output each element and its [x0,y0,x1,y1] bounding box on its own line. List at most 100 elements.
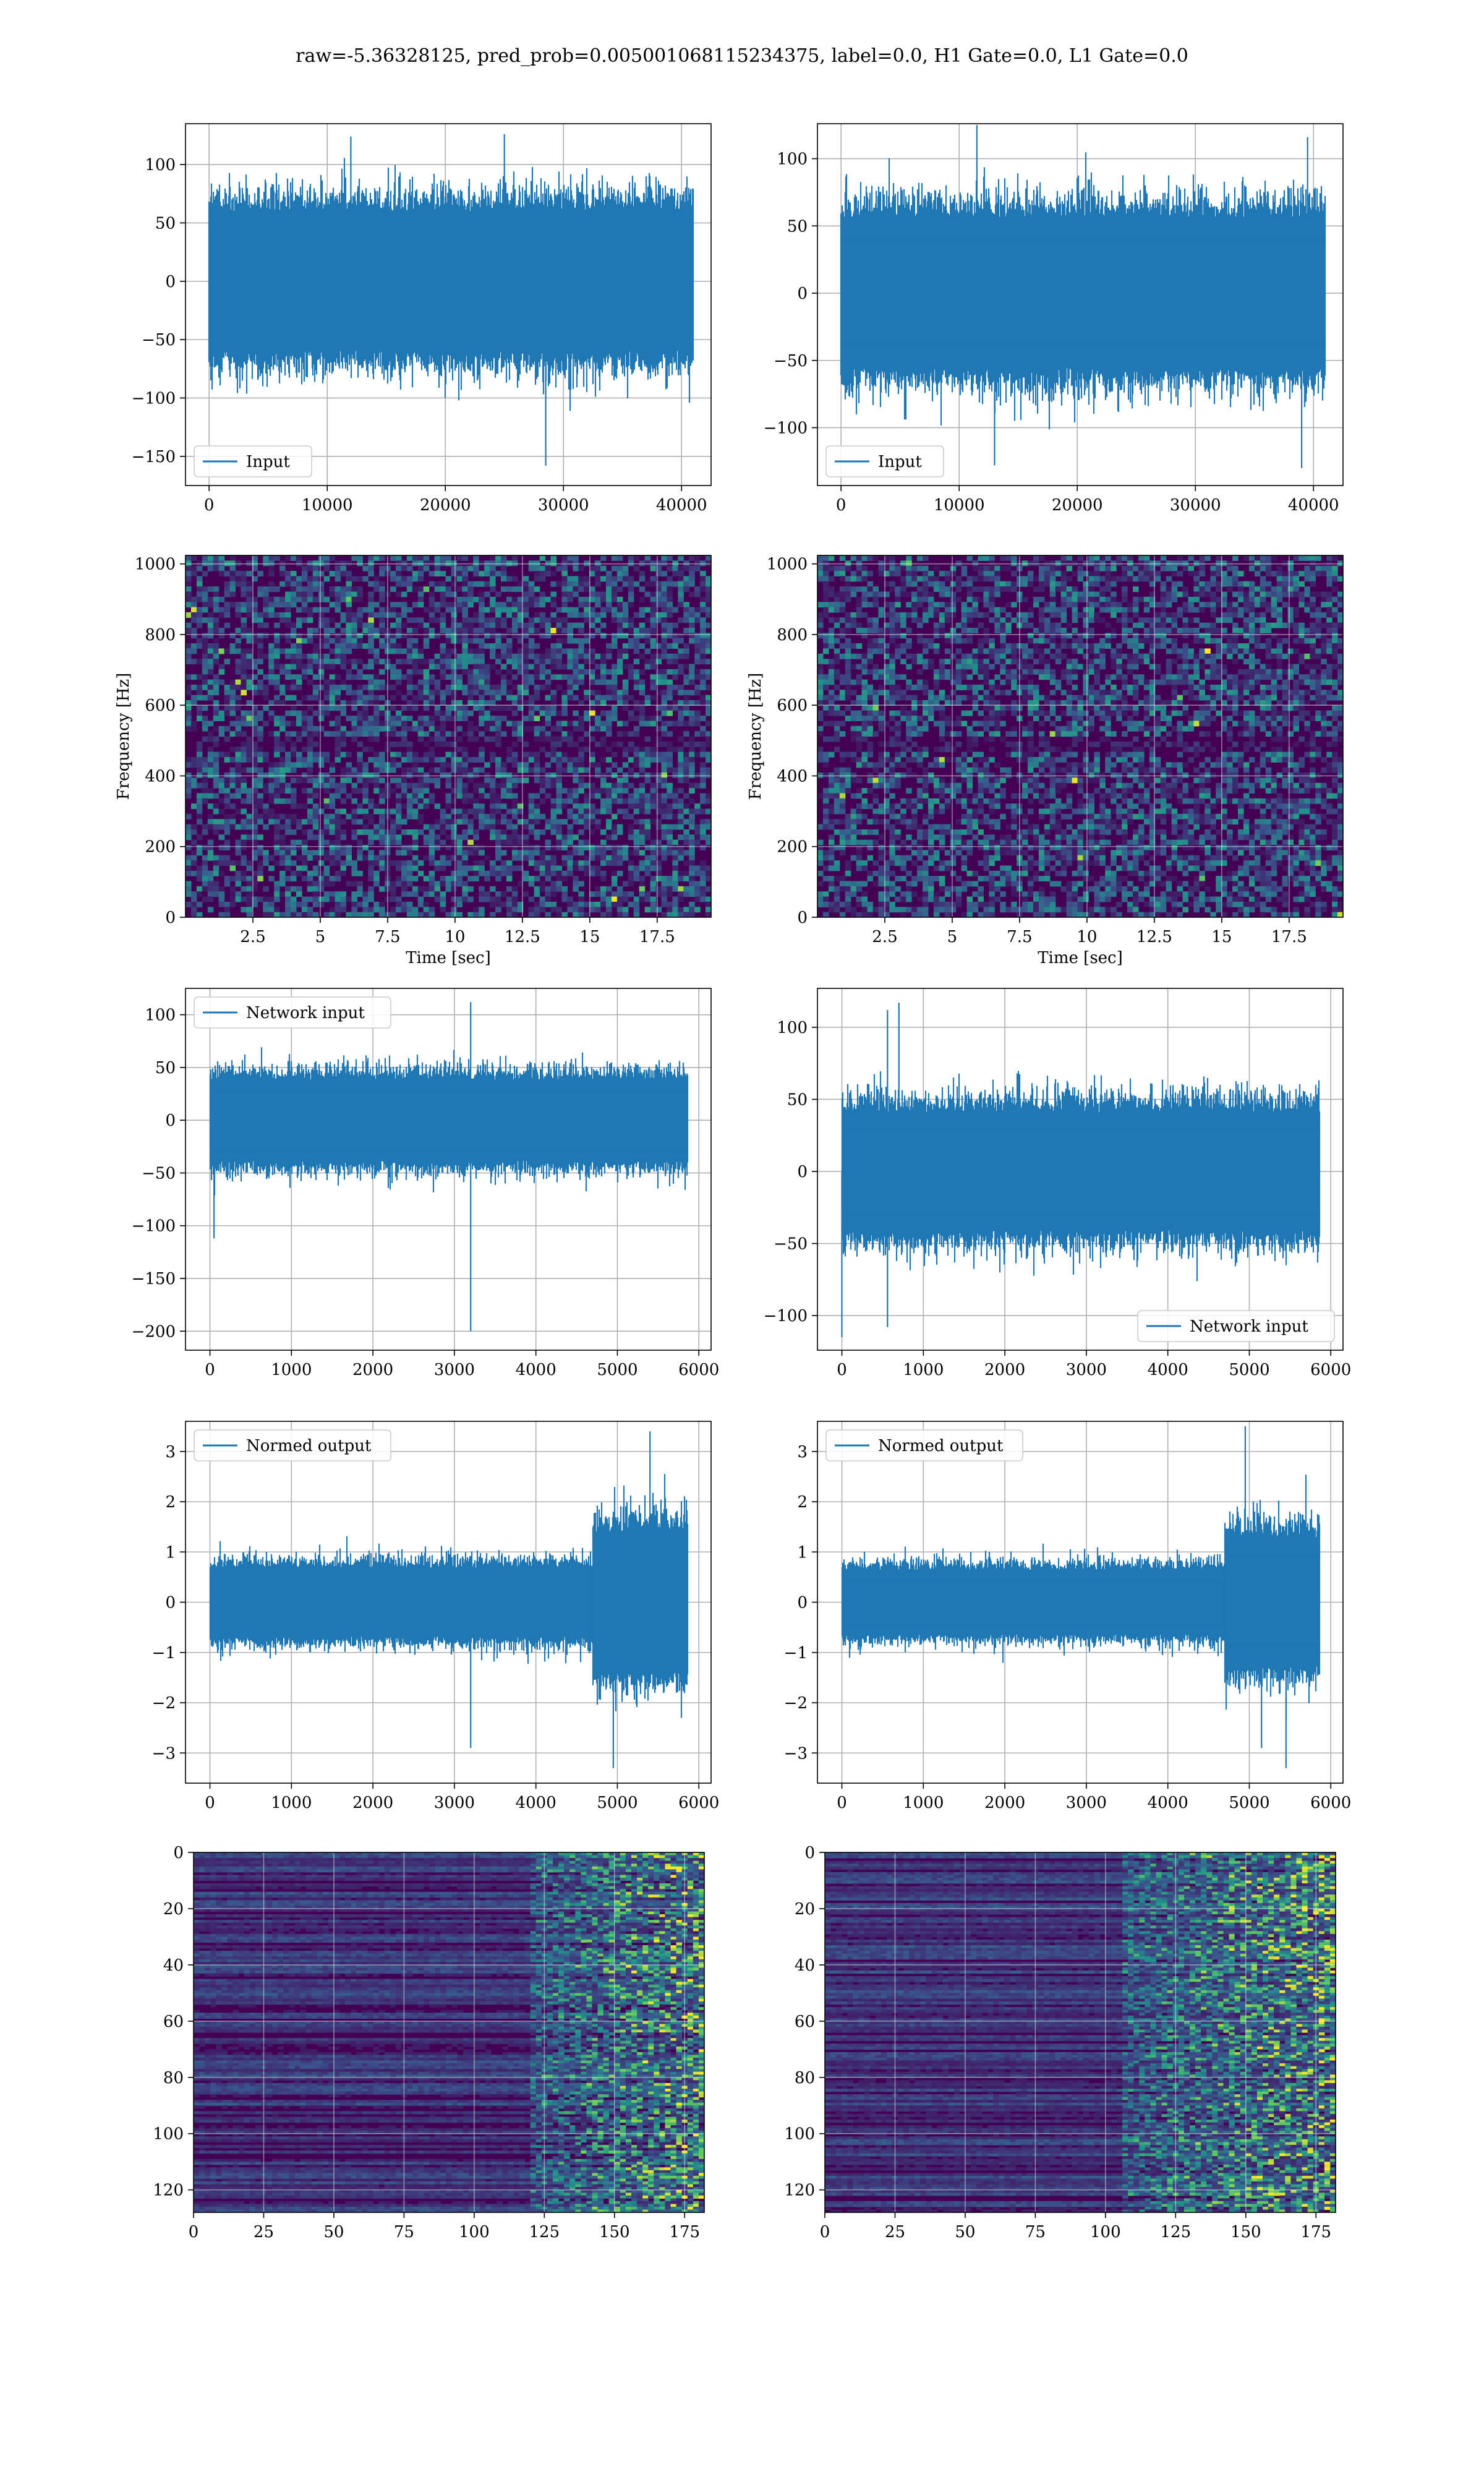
heatmap-cell [202,705,208,711]
heatmap-cell [445,628,452,633]
heatmap-cell [412,891,419,897]
heatmap-cell [396,560,402,567]
heatmap-cell [379,571,385,577]
heatmap-cell [678,845,684,850]
heatmap-cell [473,756,479,763]
heatmap-cell [856,829,863,835]
heatmap-cell [451,602,458,608]
heatmap-cell [346,617,352,623]
heatmap-cell [534,845,540,850]
heatmap-cell [396,762,402,768]
heatmap-cell [584,839,590,845]
heatmap-cell [368,555,374,561]
heatmap-cell [694,751,701,758]
heatmap-cell [235,845,242,850]
heatmap-cell [501,565,507,571]
heatmap-cell [445,819,452,825]
heatmap-cell [595,891,601,897]
heatmap-cell [467,684,474,690]
heatmap-cell [312,731,319,737]
heatmap-cell [822,773,829,778]
heatmap-cell [190,870,197,876]
heatmap-cell [584,690,590,696]
heatmap-cell [357,777,363,784]
heatmap-cell [856,803,863,810]
heatmap-cell [379,638,385,644]
heatmap-cell [550,664,557,670]
heatmap-cell [246,586,252,593]
heatmap-cell [578,819,584,825]
heatmap-cell [490,664,496,670]
heatmap-cell [462,596,468,602]
heatmap-cell [528,881,535,887]
heatmap-cell [889,901,895,907]
heatmap-cell [501,602,507,608]
heatmap-cell [385,591,391,597]
heatmap-cell [296,684,302,690]
heatmap-cell [522,876,529,882]
heatmap-cell [385,793,391,799]
heatmap-cell [368,829,374,835]
heatmap-cell [329,819,336,825]
heatmap-cell [856,896,863,902]
heatmap-cell [423,659,430,665]
heatmap-cell [434,607,441,613]
heatmap-cell [340,850,347,856]
heatmap-cell [379,788,385,794]
heatmap-cell [218,710,225,716]
heatmap-cell [484,669,490,675]
heatmap-cell [257,870,263,876]
heatmap-cell [340,648,347,654]
heatmap-cell [561,638,568,644]
heatmap-cell [822,808,829,815]
heatmap-cell [312,896,319,902]
heatmap-cell [196,756,203,763]
heatmap-cell [490,870,496,876]
heatmap-cell [633,555,640,561]
heatmap-cell [357,586,363,593]
heatmap-cell [196,803,203,810]
heatmap-cell [578,602,584,608]
heatmap-cell [440,860,446,867]
heatmap-cell [186,829,192,835]
heatmap-cell [817,839,824,845]
heatmap-cell [379,705,385,711]
heatmap-cell [224,710,231,716]
heatmap-cell [218,834,225,841]
heatmap-cell [252,633,258,639]
heatmap-cell [683,803,689,810]
heatmap-cell [484,664,490,670]
heatmap-cell [861,896,868,902]
heatmap-cell [241,628,247,633]
heatmap-cell [822,571,829,577]
heatmap-cell [479,793,485,799]
heatmap-cell [423,912,430,917]
heatmap-cell [828,860,835,867]
heatmap-cell [379,586,385,593]
heatmap-cell [672,824,678,830]
heatmap-cell [600,565,607,571]
heatmap-cell [655,586,662,593]
heatmap-cell [639,684,646,690]
heatmap-cell [667,659,673,665]
heatmap-cell [252,638,258,644]
heatmap-cell [706,819,711,825]
heatmap-cell [218,612,225,618]
heatmap-cell [501,586,507,593]
heatmap-cell [556,881,563,887]
heatmap-cell [285,555,291,561]
heatmap-cell [828,586,835,593]
heatmap-cell [878,876,884,882]
heatmap-cell [506,638,513,644]
heatmap-cell [268,664,275,670]
heatmap-cell [329,591,336,597]
heatmap-cell [895,622,901,628]
heatmap-cell [390,571,396,577]
heatmap-cell [845,788,851,794]
heatmap-cell [567,555,573,561]
heatmap-cell [700,571,706,577]
heatmap-cell [335,565,341,571]
heatmap-cell [522,659,529,665]
heatmap-cell [335,901,341,907]
heatmap-cell [606,576,612,582]
